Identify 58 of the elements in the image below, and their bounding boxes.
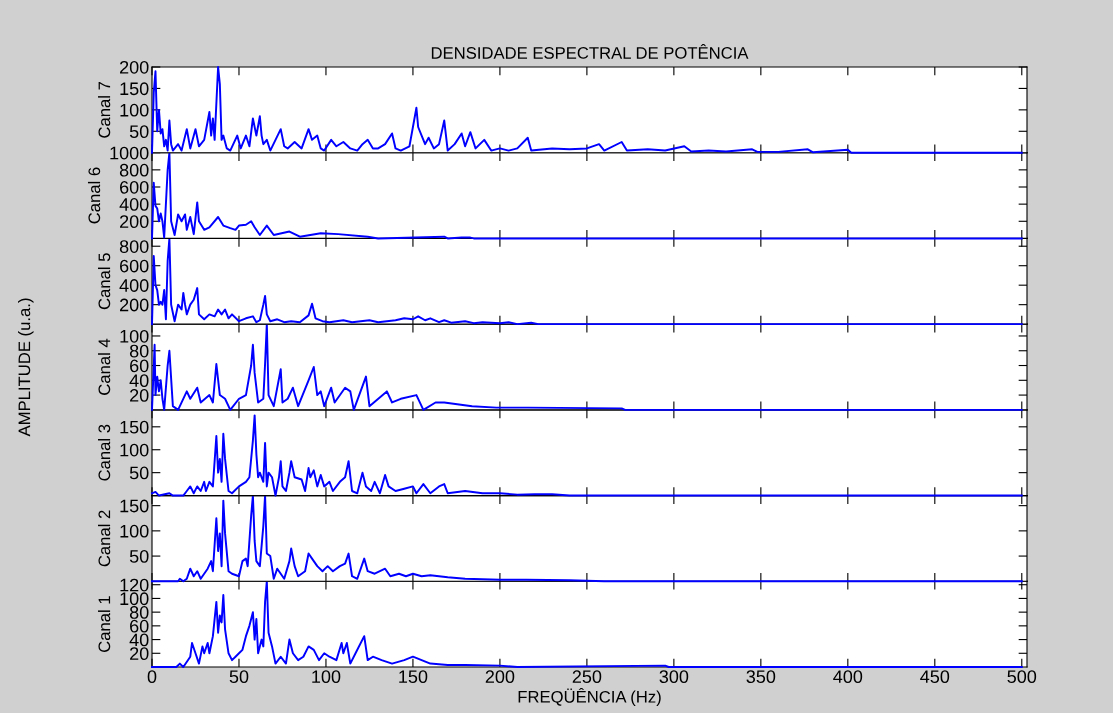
y-axis-title: Canal 3 — [98, 424, 111, 481]
line-series — [151, 323, 1023, 411]
x-axis-title: FREQÜÊNCIA (Hz) — [518, 687, 661, 707]
line-series — [151, 66, 1023, 154]
y-tick-label: 150 — [120, 420, 149, 434]
y-tick-label: 200 — [120, 60, 149, 74]
x-tick-label: 250 — [572, 670, 602, 684]
y-tick-label: 150 — [120, 499, 149, 513]
y-axis-title: Canal 7 — [98, 81, 111, 138]
line-series — [151, 494, 1023, 583]
y-tick-label: 50 — [129, 550, 149, 563]
chart-title: DENSIDADE ESPECTRAL DE POTÊNCIA — [431, 44, 749, 59]
y-tick-label: 100 — [120, 443, 149, 457]
y-tick-label: 1000 — [110, 146, 149, 160]
y-tick-label: 20 — [130, 647, 149, 661]
y-tick-label: 200 — [120, 215, 149, 229]
y-tick-label: 800 — [119, 163, 149, 177]
y-tick-label: 60 — [130, 359, 149, 373]
x-tick-label: 350 — [746, 670, 776, 684]
y-tick-label: 100 — [120, 103, 149, 117]
y-tick-label: 400 — [119, 279, 149, 292]
y-tick-label: 100 — [120, 592, 149, 606]
y-tick-label: 600 — [120, 259, 149, 273]
y-tick-label: 200 — [120, 298, 149, 312]
line-series — [151, 580, 1023, 668]
x-tick-label: 500 — [1007, 670, 1037, 684]
y-tick-label: 600 — [120, 180, 149, 194]
y-tick-label: 100 — [120, 524, 149, 538]
y-tick-label: 80 — [129, 344, 149, 358]
x-tick-label: 0 — [147, 670, 157, 684]
y-tick-label: 100 — [120, 329, 149, 343]
y-axis-title: Canal 1 — [98, 596, 111, 653]
y-tick-label: 80 — [129, 606, 149, 619]
y-tick-label: 150 — [120, 82, 149, 96]
y-axis-title: Canal 6 — [87, 167, 101, 224]
line-series — [151, 151, 1023, 240]
x-tick-label: 100 — [312, 670, 341, 684]
line-series — [151, 237, 1023, 326]
x-tick-label: 50 — [229, 670, 249, 684]
y-tick-label: 60 — [130, 619, 149, 633]
y-axis-title: Canal 4 — [98, 338, 111, 395]
y-tick-label: 20 — [130, 389, 149, 402]
text: AMPLITUDE (u.a.) — [18, 298, 34, 437]
y-tick-label: 120 — [120, 578, 149, 592]
y-tick-label: 40 — [129, 633, 149, 647]
line-series — [151, 414, 1023, 497]
x-tick-label: 450 — [920, 670, 950, 684]
y-tick-label: 50 — [129, 125, 149, 139]
y-axis-title: Canal 2 — [98, 510, 111, 567]
x-tick-label: 200 — [485, 670, 515, 684]
y-tick-label: 400 — [119, 198, 149, 211]
x-tick-label: 300 — [659, 670, 689, 684]
y-tick-label: 40 — [129, 374, 149, 388]
y-tick-label: 800 — [119, 240, 149, 253]
x-tick-label: 150 — [399, 670, 428, 684]
y-axis-title: Canal 5 — [98, 253, 111, 310]
x-tick-label: 400 — [833, 670, 863, 684]
y-tick-label: 50 — [129, 466, 149, 480]
